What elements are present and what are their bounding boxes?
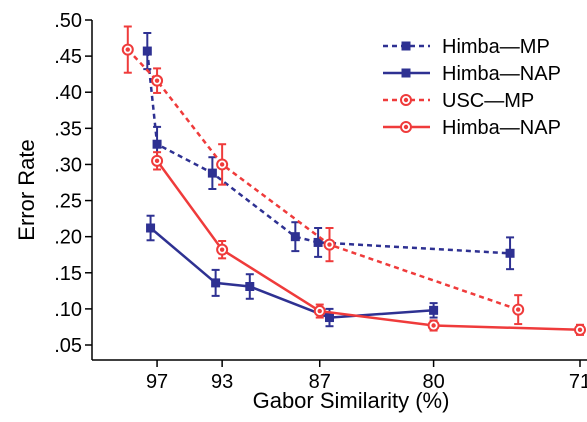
series-3 — [121, 25, 525, 326]
data-point — [313, 237, 323, 247]
y-tick-label: .15 — [54, 263, 82, 285]
y-tick-label: .10 — [54, 299, 82, 321]
data-point-center — [515, 307, 521, 312]
x-tick-label: 71 — [569, 371, 587, 393]
series-line — [126, 48, 519, 311]
data-point-center — [317, 308, 322, 314]
x-tick-label: 93 — [211, 371, 233, 393]
legend-marker — [401, 68, 411, 78]
x-tick-label: 80 — [422, 371, 444, 393]
data-point-center — [154, 78, 160, 83]
series-2 — [146, 214, 439, 328]
data-point — [146, 223, 156, 233]
data-point — [152, 139, 162, 149]
y-ticks: .05 .10 .15 .20 .25 .30 .35 .40 .45 .50 — [54, 10, 92, 357]
data-point — [324, 313, 334, 323]
y-tick-label: .50 — [54, 10, 82, 32]
series-line — [149, 227, 434, 319]
data-point — [290, 232, 300, 242]
x-tick-label: 87 — [309, 371, 331, 393]
data-point-center — [219, 247, 225, 252]
y-tick-label: .25 — [54, 191, 82, 213]
legend-marker — [401, 41, 411, 51]
x-ticks: 97 93 87 80 71 — [146, 360, 587, 393]
legend-label: USC—MP — [442, 90, 534, 112]
y-tick-label: .30 — [54, 154, 82, 176]
legend-label: Himba—NAP — [442, 117, 561, 139]
data-point — [207, 168, 217, 178]
series-4 — [151, 151, 586, 336]
data-point — [211, 278, 221, 288]
data-point — [245, 282, 255, 291]
data-point-center — [219, 162, 225, 167]
data-point — [505, 248, 515, 258]
legend-item-1: Himba—MP — [383, 36, 550, 58]
y-tick-label: .40 — [54, 82, 82, 104]
legend-marker-center — [403, 97, 409, 103]
series — [121, 25, 586, 336]
data-point — [429, 305, 439, 315]
legend-marker-center — [403, 124, 409, 130]
data-point-center — [577, 327, 583, 333]
legend-item-2: Himba—NAP — [383, 63, 561, 85]
legend-label: Himba—MP — [442, 36, 550, 58]
x-tick-label: 97 — [146, 371, 168, 393]
y-tick-label: .35 — [54, 118, 82, 140]
axes — [91, 20, 587, 361]
data-point-center — [154, 158, 160, 164]
legend: Himba—MP Himba—NAP USC—MP Himba—NAP — [383, 36, 561, 139]
series-line — [146, 50, 511, 255]
data-point — [142, 46, 152, 56]
legend-item-3: USC—MP — [383, 90, 534, 112]
data-point-center — [431, 323, 436, 328]
legend-label: Himba—NAP — [442, 63, 561, 85]
y-tick-label: .20 — [54, 227, 82, 249]
y-tick-label: .05 — [54, 335, 82, 357]
data-point-center — [327, 242, 332, 247]
series-1 — [142, 32, 515, 271]
x-axis-title: Gabor Similarity (%) — [253, 388, 450, 413]
y-axis-title: Error Rate — [14, 139, 39, 240]
data-point-center — [125, 47, 130, 52]
legend-item-4: Himba—NAP — [383, 117, 561, 139]
y-tick-label: .45 — [54, 46, 82, 68]
